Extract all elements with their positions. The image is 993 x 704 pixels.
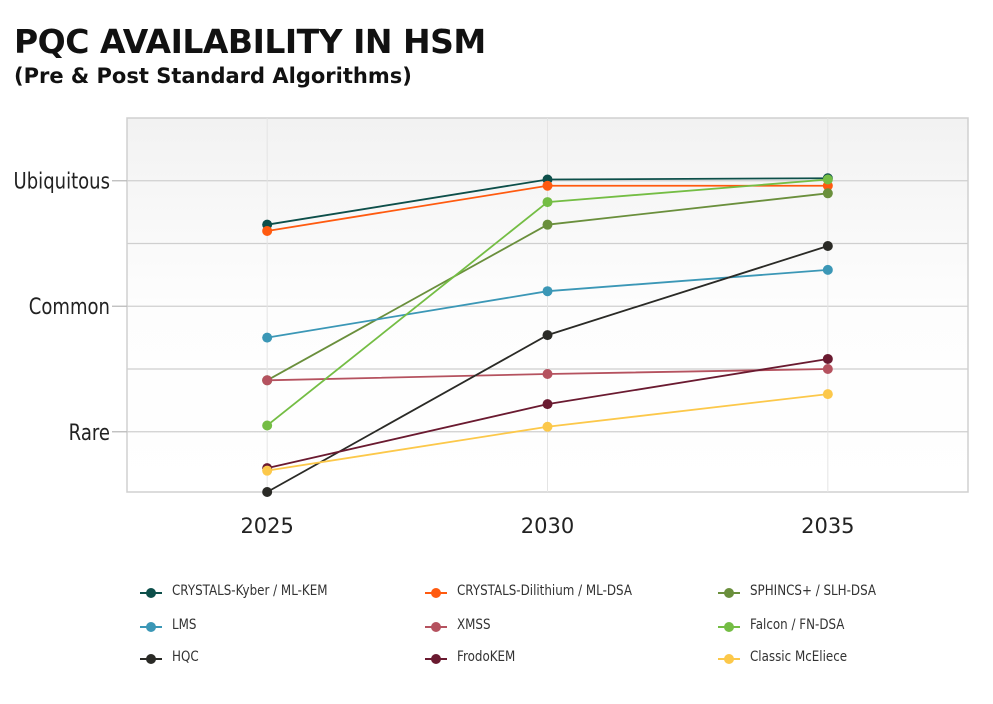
data-point [822, 188, 833, 199]
legend-marker [431, 588, 441, 598]
legend-label: XMSS [457, 617, 491, 633]
legend-marker [146, 622, 156, 632]
data-point [262, 225, 273, 236]
data-point [262, 420, 273, 431]
data-point [542, 197, 553, 208]
data-point [822, 241, 833, 252]
legend-marker [724, 622, 734, 632]
legend-label: Classic McEliece [750, 649, 848, 665]
data-point [542, 399, 553, 410]
data-point [542, 369, 553, 380]
legend-marker [431, 654, 441, 664]
data-point [822, 264, 833, 275]
x-tick-label: 2025 [240, 514, 293, 538]
legend-label: CRYSTALS-Dilithium / ML-DSA [457, 583, 632, 599]
data-point [542, 330, 553, 341]
legend-marker [724, 588, 734, 598]
legend-label: HQC [172, 649, 199, 665]
data-point [822, 364, 833, 375]
data-point [262, 487, 273, 497]
data-point [262, 375, 273, 386]
legend-label: CRYSTALS-Kyber / ML-KEM [172, 583, 328, 599]
data-point [542, 286, 553, 297]
legend-label: Falcon / FN-DSA [750, 617, 845, 633]
legend-label: SPHINCS+ / SLH-DSA [750, 583, 877, 599]
legend-marker [724, 654, 734, 664]
y-tick-label: Ubiquitous [14, 168, 110, 194]
data-point [822, 174, 833, 185]
x-tick-label: 2035 [801, 514, 854, 538]
x-tick-label: 2030 [521, 514, 574, 538]
y-tick-label: Rare [69, 419, 110, 445]
data-point [262, 465, 273, 476]
legend-label: LMS [172, 617, 197, 633]
chart-subtitle: (Pre & Post Standard Algorithms) [14, 64, 412, 88]
data-point [822, 353, 833, 364]
data-point [542, 180, 553, 191]
chart-title: PQC AVAILABILITY IN HSM [14, 22, 486, 61]
legend-label: FrodoKEM [457, 649, 516, 665]
y-tick-label: Common [29, 293, 110, 319]
data-point [822, 389, 833, 400]
data-point [542, 219, 553, 230]
legend-marker [146, 588, 156, 598]
data-point [262, 332, 273, 343]
legend-marker [431, 622, 441, 632]
data-point [542, 421, 553, 432]
legend-marker [146, 654, 156, 664]
